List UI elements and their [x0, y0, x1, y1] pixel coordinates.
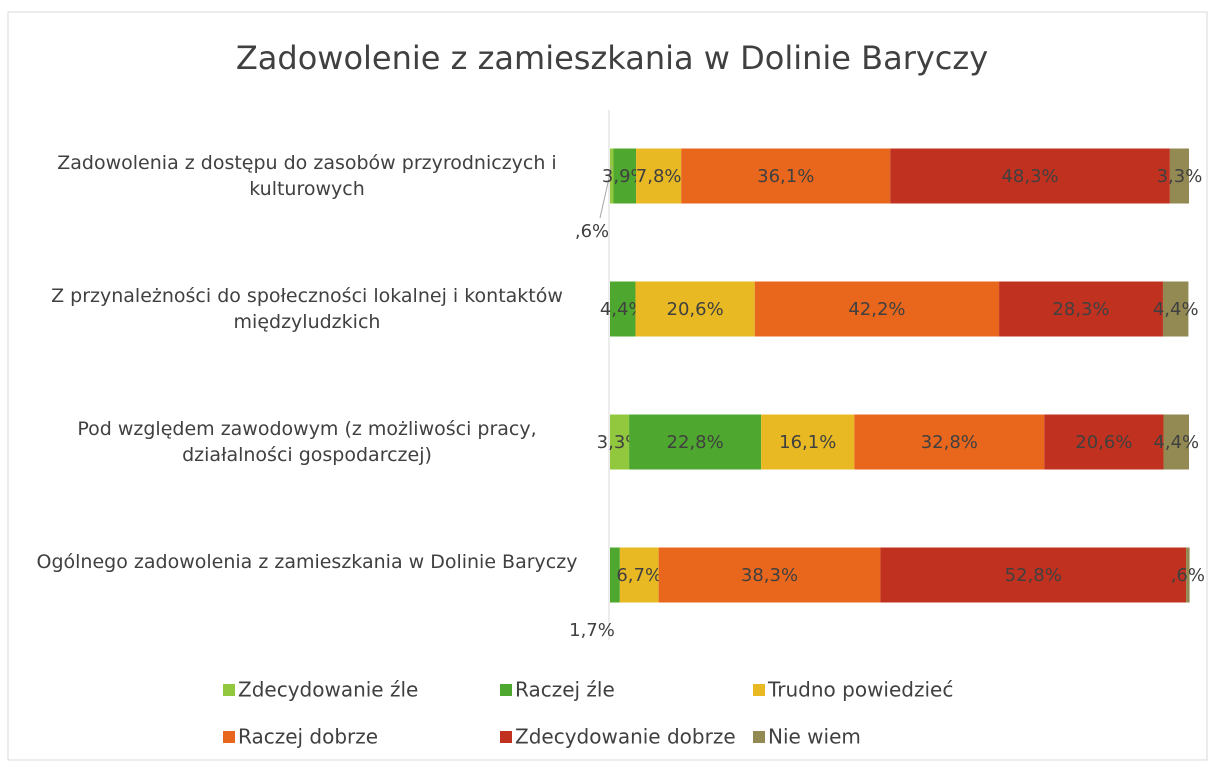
bar-segment [880, 547, 1187, 603]
bar-segment [629, 414, 762, 470]
data-label: 4,4% [600, 299, 646, 320]
data-label: 16,1% [779, 432, 836, 453]
leader-line [599, 165, 613, 219]
bar-segment [1163, 414, 1189, 470]
legend-marker [223, 731, 235, 743]
bar-segment [1169, 148, 1189, 204]
bar-segment [619, 547, 659, 603]
data-label: 1,7% [569, 620, 615, 641]
chart-border [7, 11, 1208, 761]
data-label: 4,4% [1153, 432, 1199, 453]
data-label: 52,8% [1005, 565, 1062, 586]
category-label: Pod względem zawodowym (z możliwości pra… [77, 418, 537, 466]
legend-label: Raczej dobrze [238, 725, 378, 749]
bar-segment [761, 414, 855, 470]
legend-marker [753, 684, 765, 696]
data-label: 20,6% [1075, 432, 1132, 453]
bar-segment [610, 281, 636, 337]
bar-segment [658, 547, 881, 603]
legend-label: Zdecydowanie dobrze [515, 725, 736, 749]
legend-marker [500, 684, 512, 696]
bar-segment [1044, 414, 1164, 470]
bar-segment [890, 148, 1170, 204]
data-label: 7,8% [636, 166, 682, 187]
data-label: 28,3% [1052, 299, 1109, 320]
category-label: Ogólnego zadowolenia z zamieszkania w Do… [36, 551, 578, 573]
bar-segment [681, 148, 891, 204]
data-label: 3,3% [1157, 166, 1203, 187]
bar-segment [613, 148, 637, 204]
data-label: 20,6% [667, 299, 724, 320]
data-label: 6,7% [616, 565, 662, 586]
bar-segment [635, 281, 755, 337]
bar-segment [610, 547, 620, 603]
data-label: 4,4% [1153, 299, 1199, 320]
bar-segment [1186, 547, 1190, 603]
legend-label: Trudno powiedzieć [767, 678, 953, 702]
data-label: ,6% [575, 221, 609, 242]
data-label: 36,1% [757, 166, 814, 187]
bar-segment [754, 281, 1000, 337]
bar-segment [1162, 281, 1189, 337]
bar-segment [854, 414, 1045, 470]
data-label: 32,8% [921, 432, 978, 453]
legend-label: Zdecydowanie źle [238, 678, 418, 702]
bar-segment [610, 414, 630, 470]
bar-segment [610, 148, 614, 204]
data-label: ,6% [1171, 565, 1205, 586]
legend-label: Raczej źle [515, 678, 615, 702]
data-label: 42,2% [848, 299, 905, 320]
legend-marker [500, 731, 512, 743]
data-label: 48,3% [1001, 166, 1058, 187]
legend-marker [753, 731, 765, 743]
chart-title: Zadowolenie z zamieszkania w Dolinie Bar… [236, 39, 988, 77]
data-label: 38,3% [741, 565, 798, 586]
data-label: 22,8% [667, 432, 724, 453]
category-label: Zadowolenia z dostępu do zasobów przyrod… [57, 152, 557, 200]
category-label: Z przynależności do społeczności lokalne… [51, 285, 563, 333]
bar-segment [636, 148, 682, 204]
legend-label: Nie wiem [768, 725, 861, 749]
bar-segment [999, 281, 1163, 337]
legend-marker [223, 684, 235, 696]
